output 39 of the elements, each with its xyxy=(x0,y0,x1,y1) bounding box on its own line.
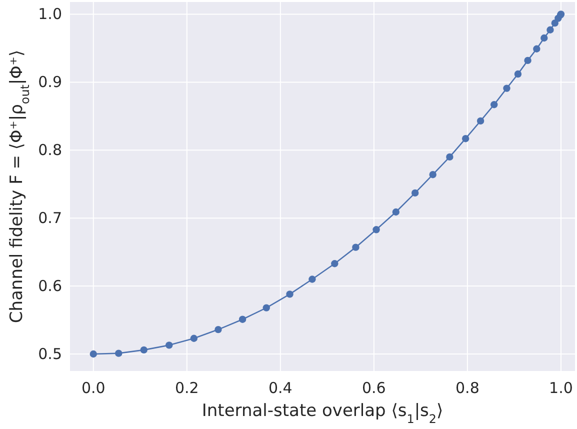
x-tick-label: 1.0 xyxy=(549,379,573,397)
point xyxy=(115,350,122,357)
point xyxy=(503,84,510,92)
x-tick-label: 0.2 xyxy=(174,379,199,397)
point xyxy=(190,334,198,342)
x-tick-label: 0.8 xyxy=(456,379,480,397)
point xyxy=(372,226,380,234)
point xyxy=(214,326,222,334)
point xyxy=(429,171,436,178)
y-tick-label: 0.7 xyxy=(38,209,62,228)
point xyxy=(286,290,294,298)
point xyxy=(352,244,360,251)
point xyxy=(524,56,532,64)
point xyxy=(262,304,270,312)
point xyxy=(166,342,173,349)
y-tick-label: 0.5 xyxy=(38,345,62,364)
point xyxy=(533,45,540,52)
y-tick-label: 0.8 xyxy=(38,141,62,160)
point xyxy=(540,34,548,42)
point xyxy=(411,189,419,197)
point xyxy=(140,346,148,354)
x-axis-title: Internal-state overlap ⟨s$_{1}$|s$_{2}$⟩ xyxy=(202,401,444,426)
y-tick-label: 1.0 xyxy=(38,5,62,24)
point xyxy=(392,208,400,216)
point xyxy=(446,153,454,161)
x-tick-label: 0.4 xyxy=(268,379,292,397)
point xyxy=(514,70,522,78)
point xyxy=(90,350,97,358)
point xyxy=(238,316,246,323)
point xyxy=(308,276,316,283)
x-tick-label: 0.6 xyxy=(362,379,386,397)
y-tick-label: 0.9 xyxy=(38,73,62,92)
point xyxy=(546,26,554,34)
x-tick-label: 0.0 xyxy=(81,379,106,397)
y-tick-label: 0.6 xyxy=(38,277,62,296)
point xyxy=(462,134,470,142)
point xyxy=(490,101,498,108)
point xyxy=(331,260,338,268)
point xyxy=(476,117,484,125)
